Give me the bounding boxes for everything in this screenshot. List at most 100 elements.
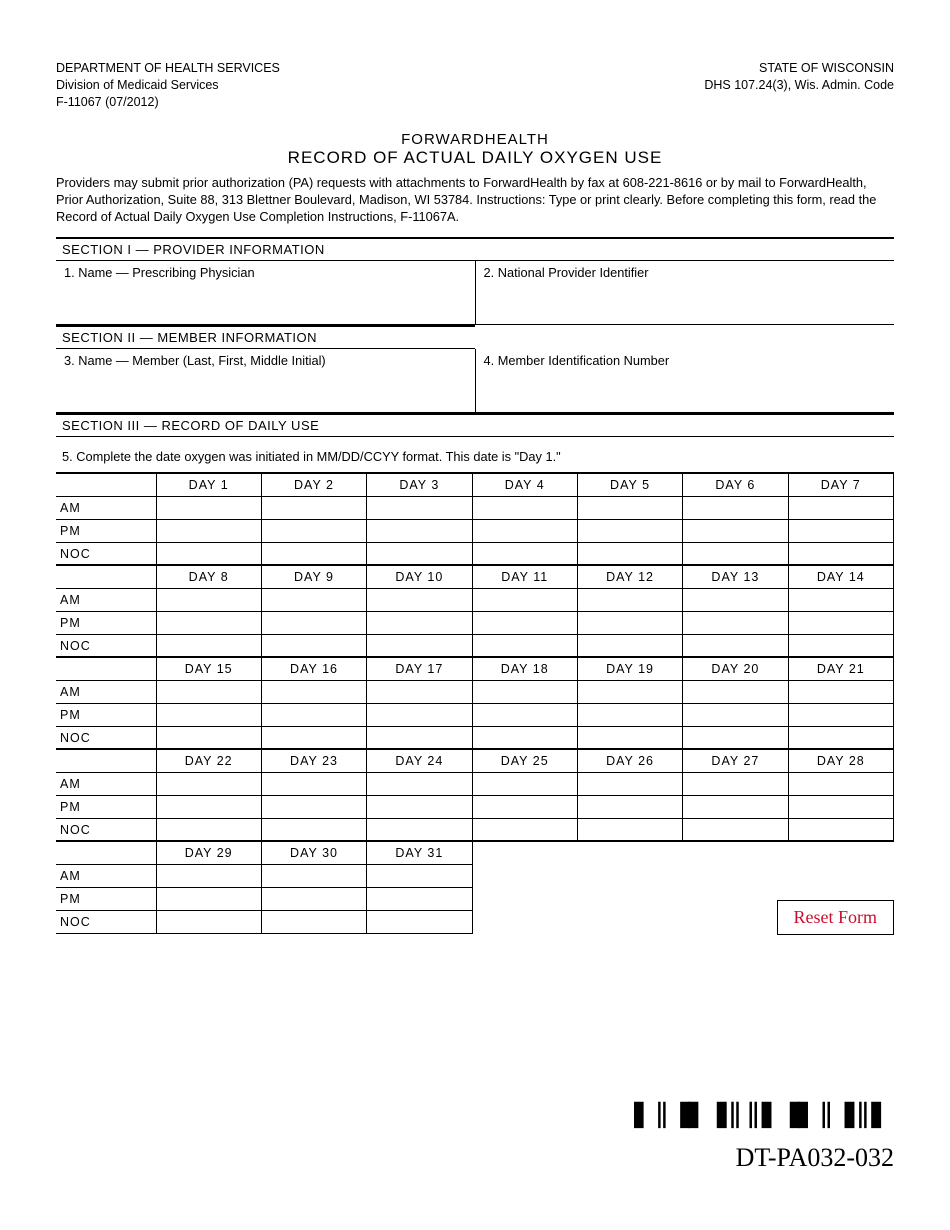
usage-cell[interactable] (261, 634, 366, 657)
usage-cell[interactable] (577, 703, 682, 726)
usage-cell[interactable] (472, 519, 577, 542)
usage-cell[interactable] (683, 795, 788, 818)
usage-cell[interactable] (472, 772, 577, 795)
usage-cell[interactable] (156, 772, 261, 795)
usage-cell[interactable] (367, 818, 472, 841)
field-member-name[interactable]: 3. Name — Member (Last, First, Middle In… (56, 349, 476, 412)
usage-cell[interactable] (367, 795, 472, 818)
usage-cell[interactable] (156, 887, 261, 910)
usage-cell[interactable] (472, 588, 577, 611)
usage-cell[interactable] (683, 680, 788, 703)
usage-cell[interactable] (683, 634, 788, 657)
usage-cell[interactable] (156, 496, 261, 519)
usage-cell[interactable] (367, 519, 472, 542)
usage-cell[interactable] (261, 887, 366, 910)
usage-cell[interactable] (156, 726, 261, 749)
field-npi[interactable]: 2. National Provider Identifier (476, 261, 895, 324)
usage-cell[interactable] (472, 795, 577, 818)
usage-cell[interactable] (683, 772, 788, 795)
usage-cell[interactable] (367, 611, 472, 634)
usage-cell[interactable] (367, 772, 472, 795)
usage-cell[interactable] (261, 795, 366, 818)
usage-cell[interactable] (261, 726, 366, 749)
usage-cell[interactable] (683, 519, 788, 542)
usage-cell[interactable] (788, 519, 893, 542)
usage-cell[interactable] (261, 519, 366, 542)
usage-cell[interactable] (577, 496, 682, 519)
usage-cell[interactable] (472, 611, 577, 634)
usage-cell[interactable] (156, 588, 261, 611)
usage-cell[interactable] (683, 611, 788, 634)
usage-cell[interactable] (683, 726, 788, 749)
usage-cell[interactable] (788, 726, 893, 749)
usage-cell[interactable] (367, 588, 472, 611)
usage-cell[interactable] (788, 795, 893, 818)
usage-cell[interactable] (788, 703, 893, 726)
usage-cell[interactable] (683, 703, 788, 726)
reset-button[interactable]: Reset Form (777, 900, 895, 935)
usage-cell[interactable] (472, 703, 577, 726)
usage-cell[interactable] (577, 680, 682, 703)
usage-cell[interactable] (261, 611, 366, 634)
usage-cell[interactable] (577, 818, 682, 841)
usage-cell[interactable] (788, 496, 893, 519)
usage-cell[interactable] (788, 634, 893, 657)
field-member-id[interactable]: 4. Member Identification Number (476, 349, 895, 412)
usage-cell[interactable] (261, 680, 366, 703)
usage-cell[interactable] (156, 703, 261, 726)
usage-cell[interactable] (156, 634, 261, 657)
usage-cell[interactable] (683, 588, 788, 611)
usage-cell[interactable] (577, 726, 682, 749)
usage-cell[interactable] (577, 519, 682, 542)
usage-cell[interactable] (788, 588, 893, 611)
usage-cell[interactable] (577, 611, 682, 634)
usage-cell[interactable] (577, 772, 682, 795)
usage-cell[interactable] (156, 910, 261, 933)
usage-cell[interactable] (472, 496, 577, 519)
usage-cell[interactable] (367, 864, 472, 887)
usage-cell[interactable] (367, 726, 472, 749)
usage-cell[interactable] (156, 818, 261, 841)
usage-cell[interactable] (156, 680, 261, 703)
usage-cell[interactable] (472, 726, 577, 749)
usage-cell[interactable] (788, 542, 893, 565)
usage-cell[interactable] (683, 818, 788, 841)
usage-cell[interactable] (261, 703, 366, 726)
usage-cell[interactable] (367, 634, 472, 657)
usage-cell[interactable] (577, 588, 682, 611)
usage-cell[interactable] (367, 680, 472, 703)
usage-cell[interactable] (683, 542, 788, 565)
blank-cell (788, 864, 893, 887)
usage-cell[interactable] (472, 818, 577, 841)
usage-cell[interactable] (788, 611, 893, 634)
usage-cell[interactable] (472, 542, 577, 565)
usage-cell[interactable] (156, 864, 261, 887)
usage-cell[interactable] (367, 910, 472, 933)
usage-cell[interactable] (683, 496, 788, 519)
usage-cell[interactable] (261, 588, 366, 611)
usage-cell[interactable] (577, 542, 682, 565)
usage-cell[interactable] (788, 772, 893, 795)
calendar-header-blank (56, 565, 156, 588)
usage-cell[interactable] (261, 864, 366, 887)
usage-cell[interactable] (367, 887, 472, 910)
usage-cell[interactable] (367, 703, 472, 726)
usage-cell[interactable] (261, 818, 366, 841)
usage-cell[interactable] (156, 795, 261, 818)
usage-cell[interactable] (156, 611, 261, 634)
usage-cell[interactable] (156, 519, 261, 542)
usage-cell[interactable] (788, 680, 893, 703)
usage-cell[interactable] (261, 542, 366, 565)
usage-cell[interactable] (577, 634, 682, 657)
usage-cell[interactable] (788, 818, 893, 841)
usage-cell[interactable] (156, 542, 261, 565)
usage-cell[interactable] (577, 795, 682, 818)
usage-cell[interactable] (367, 542, 472, 565)
usage-cell[interactable] (472, 680, 577, 703)
usage-cell[interactable] (261, 496, 366, 519)
usage-cell[interactable] (472, 634, 577, 657)
usage-cell[interactable] (261, 772, 366, 795)
field-prescribing-physician[interactable]: 1. Name — Prescribing Physician (56, 261, 476, 324)
usage-cell[interactable] (261, 910, 366, 933)
usage-cell[interactable] (367, 496, 472, 519)
